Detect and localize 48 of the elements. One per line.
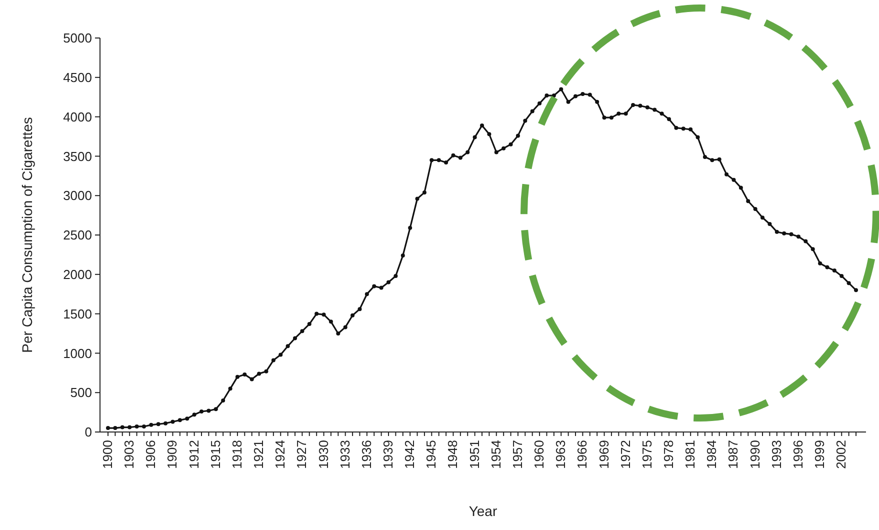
x-axis-title: Year — [468, 503, 498, 519]
y-tick-label: 4000 — [63, 109, 92, 124]
x-tick-label: 1999 — [812, 440, 828, 469]
y-tick-label: 500 — [70, 385, 92, 400]
x-tick-label: 1948 — [445, 440, 460, 469]
x-tick-label: 1915 — [208, 440, 223, 469]
y-tick-label: 0 — [84, 424, 92, 440]
y-axis-title: Per Capita Consumption of Cigarettes — [19, 117, 35, 353]
x-tick-label: 1966 — [574, 440, 590, 469]
y-tick-label: 4500 — [63, 70, 92, 85]
y-tick-label: 1000 — [63, 346, 92, 361]
x-tick-label: 1945 — [424, 440, 439, 469]
x-tick-label: 1906 — [143, 440, 158, 469]
x-tick-label: 1969 — [596, 440, 612, 469]
x-tick-label: 1957 — [510, 440, 525, 469]
x-tick-label: 1963 — [553, 440, 568, 469]
x-tick-label: 1978 — [661, 440, 676, 469]
y-tick-label: 1500 — [63, 306, 92, 322]
x-tick-label: 1933 — [337, 440, 352, 469]
y-tick-label: 5000 — [63, 30, 92, 46]
x-tick-label: 1996 — [790, 440, 806, 469]
x-tick-label: 1921 — [251, 440, 266, 469]
x-tick-label: 1954 — [488, 440, 504, 469]
x-tick-label: 1909 — [164, 440, 180, 469]
x-tick-label: 1918 — [229, 440, 244, 469]
y-tick-label: 3500 — [63, 148, 92, 164]
x-tick-label: 1900 — [100, 440, 115, 469]
y-tick-label: 2000 — [63, 266, 92, 282]
x-tick-label: 1930 — [316, 440, 331, 469]
x-tick-label: 1981 — [682, 440, 698, 469]
x-tick-label: 1987 — [726, 440, 741, 469]
x-tick-label: 1951 — [466, 440, 482, 469]
x-tick-label: 1942 — [402, 440, 418, 469]
x-tick-label: 1972 — [618, 440, 633, 469]
x-tick-label: 1924 — [272, 440, 288, 469]
x-tick-label: 1993 — [768, 440, 784, 469]
x-tick-label: 2002 — [834, 440, 849, 469]
y-tick-label: 2500 — [63, 228, 92, 243]
x-tick-label: 1960 — [532, 440, 547, 469]
x-tick-label: 1984 — [704, 440, 720, 469]
x-tick-label: 1975 — [639, 440, 654, 469]
x-tick-label: 1939 — [380, 440, 396, 469]
x-tick-label: 1903 — [122, 440, 137, 469]
x-tick-label: 1912 — [186, 440, 202, 469]
x-tick-label: 1990 — [747, 440, 762, 469]
y-tick-label: 3000 — [63, 188, 92, 204]
x-tick-label: 1936 — [358, 440, 374, 469]
x-tick-label: 1927 — [294, 440, 310, 469]
